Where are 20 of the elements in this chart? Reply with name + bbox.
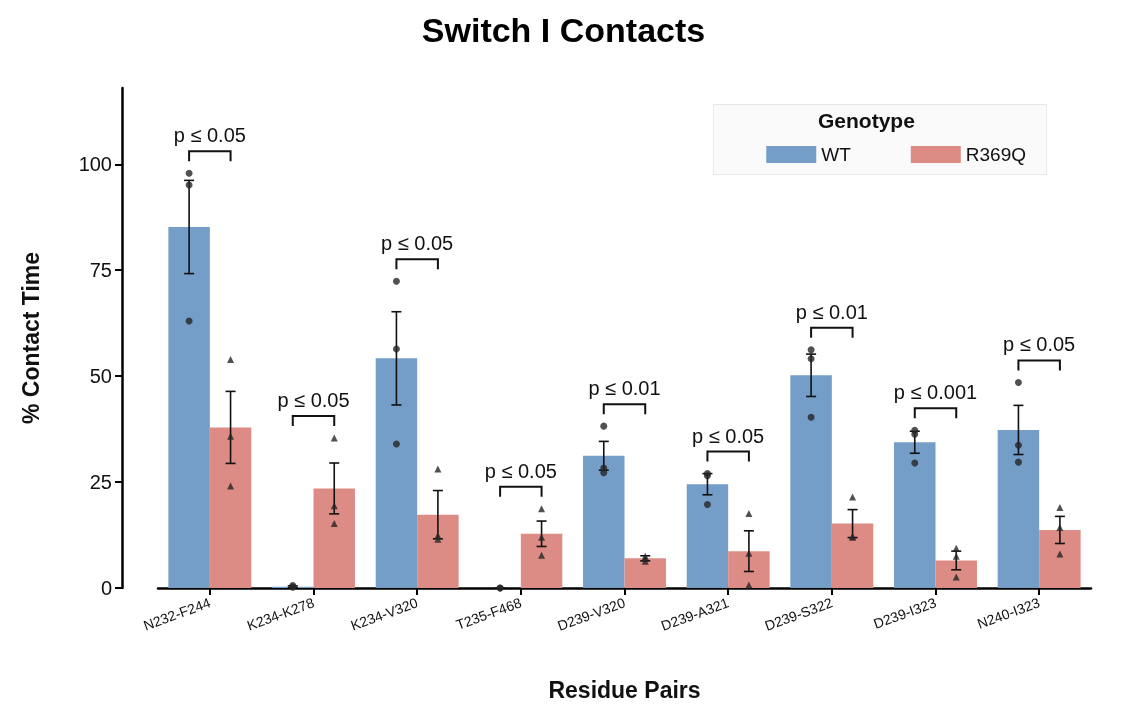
y-axis-title: % Contact Time — [17, 251, 44, 425]
annotation: p ≤ 0.05 — [692, 424, 765, 447]
annotation: p ≤ 0.05 — [484, 459, 557, 482]
chart-title: Switch I Contacts — [421, 11, 706, 49]
annotation: p ≤ 0.01 — [588, 377, 661, 400]
annotation: p ≤ 0.05 — [173, 124, 246, 147]
y-tick-label: 25 — [89, 471, 112, 494]
y-tick-label: 0 — [100, 577, 112, 599]
legend-label: WT — [821, 144, 852, 165]
legend-label: R369Q — [965, 144, 1026, 165]
annotation: p ≤ 0.001 — [893, 381, 978, 404]
annotation: p ≤ 0.01 — [795, 300, 868, 323]
annotation: p ≤ 0.05 — [381, 232, 454, 255]
x-axis-title: Residue Pairs — [548, 676, 701, 703]
y-tick-label: 75 — [89, 259, 112, 282]
annotation: p ≤ 0.05 — [277, 389, 350, 411]
annotation: p ≤ 0.05 — [1003, 333, 1076, 356]
y-tick-label: 100 — [78, 153, 112, 176]
legend-title: Genotype — [818, 109, 915, 132]
y-tick-label: 50 — [89, 365, 112, 388]
